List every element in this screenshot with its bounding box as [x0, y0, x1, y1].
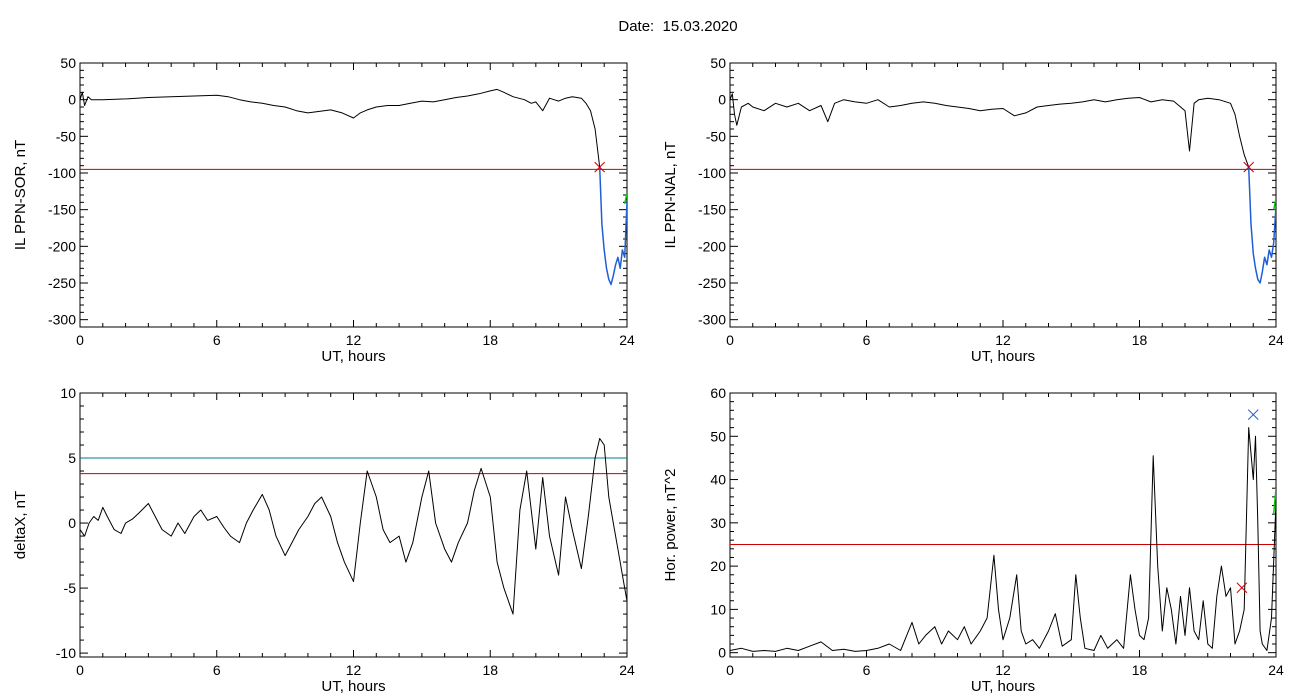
y-tick-label: -100	[698, 165, 726, 181]
x-axis-label: UT, hours	[321, 348, 385, 365]
plot-area	[730, 427, 1276, 652]
y-axis-label: IL PPN-NAL, nT	[662, 142, 679, 249]
series-line-1	[1247, 167, 1276, 284]
y-axis-label: deltaX, nT	[12, 491, 29, 559]
y-tick-label: -150	[48, 202, 76, 218]
x-tick-label: 12	[346, 332, 362, 348]
y-tick-label: -300	[698, 312, 726, 328]
y-tick-label: -100	[48, 165, 76, 181]
y-tick-label: 10	[60, 385, 76, 401]
y-tick-label: -300	[48, 312, 76, 328]
y-tick-label: 50	[60, 55, 76, 71]
x-tick-label: 18	[482, 332, 498, 348]
x-tick-label: 0	[76, 662, 84, 678]
y-tick-label: -250	[698, 275, 726, 291]
y-tick-label: 0	[718, 645, 726, 661]
series-line-0	[80, 438, 627, 615]
x-tick-label: 24	[1268, 662, 1284, 678]
y-tick-label: -50	[56, 128, 76, 144]
y-tick-label: 40	[710, 472, 726, 488]
x-axis-label: UT, hours	[971, 678, 1035, 695]
marker-b	[1236, 582, 1248, 594]
x-tick-label: 0	[726, 662, 734, 678]
x-tick-label: 6	[213, 332, 221, 348]
x-tick-label: 18	[482, 662, 498, 678]
y-tick-label: 60	[710, 385, 726, 401]
plot-frame	[79, 62, 628, 328]
series-line-1	[598, 167, 627, 286]
y-tick-label: 20	[710, 558, 726, 574]
chart-top-right: 0 6 12 18 24 50 0 -50 -100 -150 -200 -250 -300 UT, ho…	[662, 55, 1284, 365]
x-tick-label: 18	[1132, 662, 1148, 678]
plot-area	[730, 93, 1276, 284]
y-tick-label: -10	[56, 645, 76, 661]
x-axis-label: UT, hours	[971, 348, 1035, 365]
x-tick-label: 24	[619, 662, 635, 678]
plot-area	[80, 438, 627, 615]
y-tick-label: 50	[710, 428, 726, 444]
series-line-0	[80, 88, 601, 168]
y-tick-label: 0	[68, 515, 76, 531]
marker-b	[1243, 161, 1255, 173]
y-tick-label: 0	[68, 92, 76, 108]
y-tick-label: 30	[710, 515, 726, 531]
x-tick-label: 0	[76, 332, 84, 348]
y-axis-label: Hor. power, nT^2	[662, 469, 679, 582]
x-tick-label: 24	[1268, 332, 1284, 348]
x-tick-label: 12	[346, 662, 362, 678]
x-tick-label: 12	[995, 662, 1011, 678]
x-tick-label: 24	[619, 332, 635, 348]
x-tick-label: 6	[863, 332, 871, 348]
x-tick-label: 12	[995, 332, 1011, 348]
y-tick-label: 5	[68, 450, 76, 466]
plot-frame	[729, 62, 1277, 328]
marker-2-b	[1247, 409, 1259, 420]
chart-bottom-left: 0 6 12 18 24 10 5 0 -5 -10 UT, hours deltaX, nT	[12, 385, 635, 695]
y-tick-label: -50	[706, 128, 726, 144]
plot-frame	[729, 392, 1277, 658]
marker-b	[594, 161, 606, 173]
plot-area	[80, 88, 627, 286]
y-tick-label: 0	[718, 92, 726, 108]
x-tick-label: 6	[863, 662, 871, 678]
chart-bottom-right: 0 6 12 18 24 60 50 40 30 20 10 0 UT, hours Hor. power…	[662, 385, 1284, 695]
chart-top-left: 0 6 12 18 24 50 0 -50 -100 -150 -200 -250 -300 UT, ho…	[12, 55, 635, 365]
y-tick-label: 50	[710, 55, 726, 71]
plot-frame	[79, 392, 628, 658]
y-tick-label: -150	[698, 202, 726, 218]
series-line-1	[1272, 488, 1276, 515]
x-tick-label: 18	[1132, 332, 1148, 348]
y-tick-label: -250	[48, 275, 76, 291]
y-tick-label: 10	[710, 601, 726, 617]
y-tick-label: -5	[64, 580, 77, 596]
x-axis-label: UT, hours	[321, 678, 385, 695]
y-axis-label: IL PPN-SOR, nT	[12, 140, 29, 250]
x-tick-label: 0	[726, 332, 734, 348]
figure-title: Date: 15.03.2020	[618, 18, 738, 35]
series-line-0	[730, 427, 1276, 652]
y-tick-label: -200	[698, 238, 726, 254]
series-line-0	[730, 93, 1250, 168]
y-tick-label: -200	[48, 238, 76, 254]
series-line-2	[623, 193, 627, 204]
x-tick-label: 6	[213, 662, 221, 678]
series-line-2	[1272, 198, 1276, 210]
